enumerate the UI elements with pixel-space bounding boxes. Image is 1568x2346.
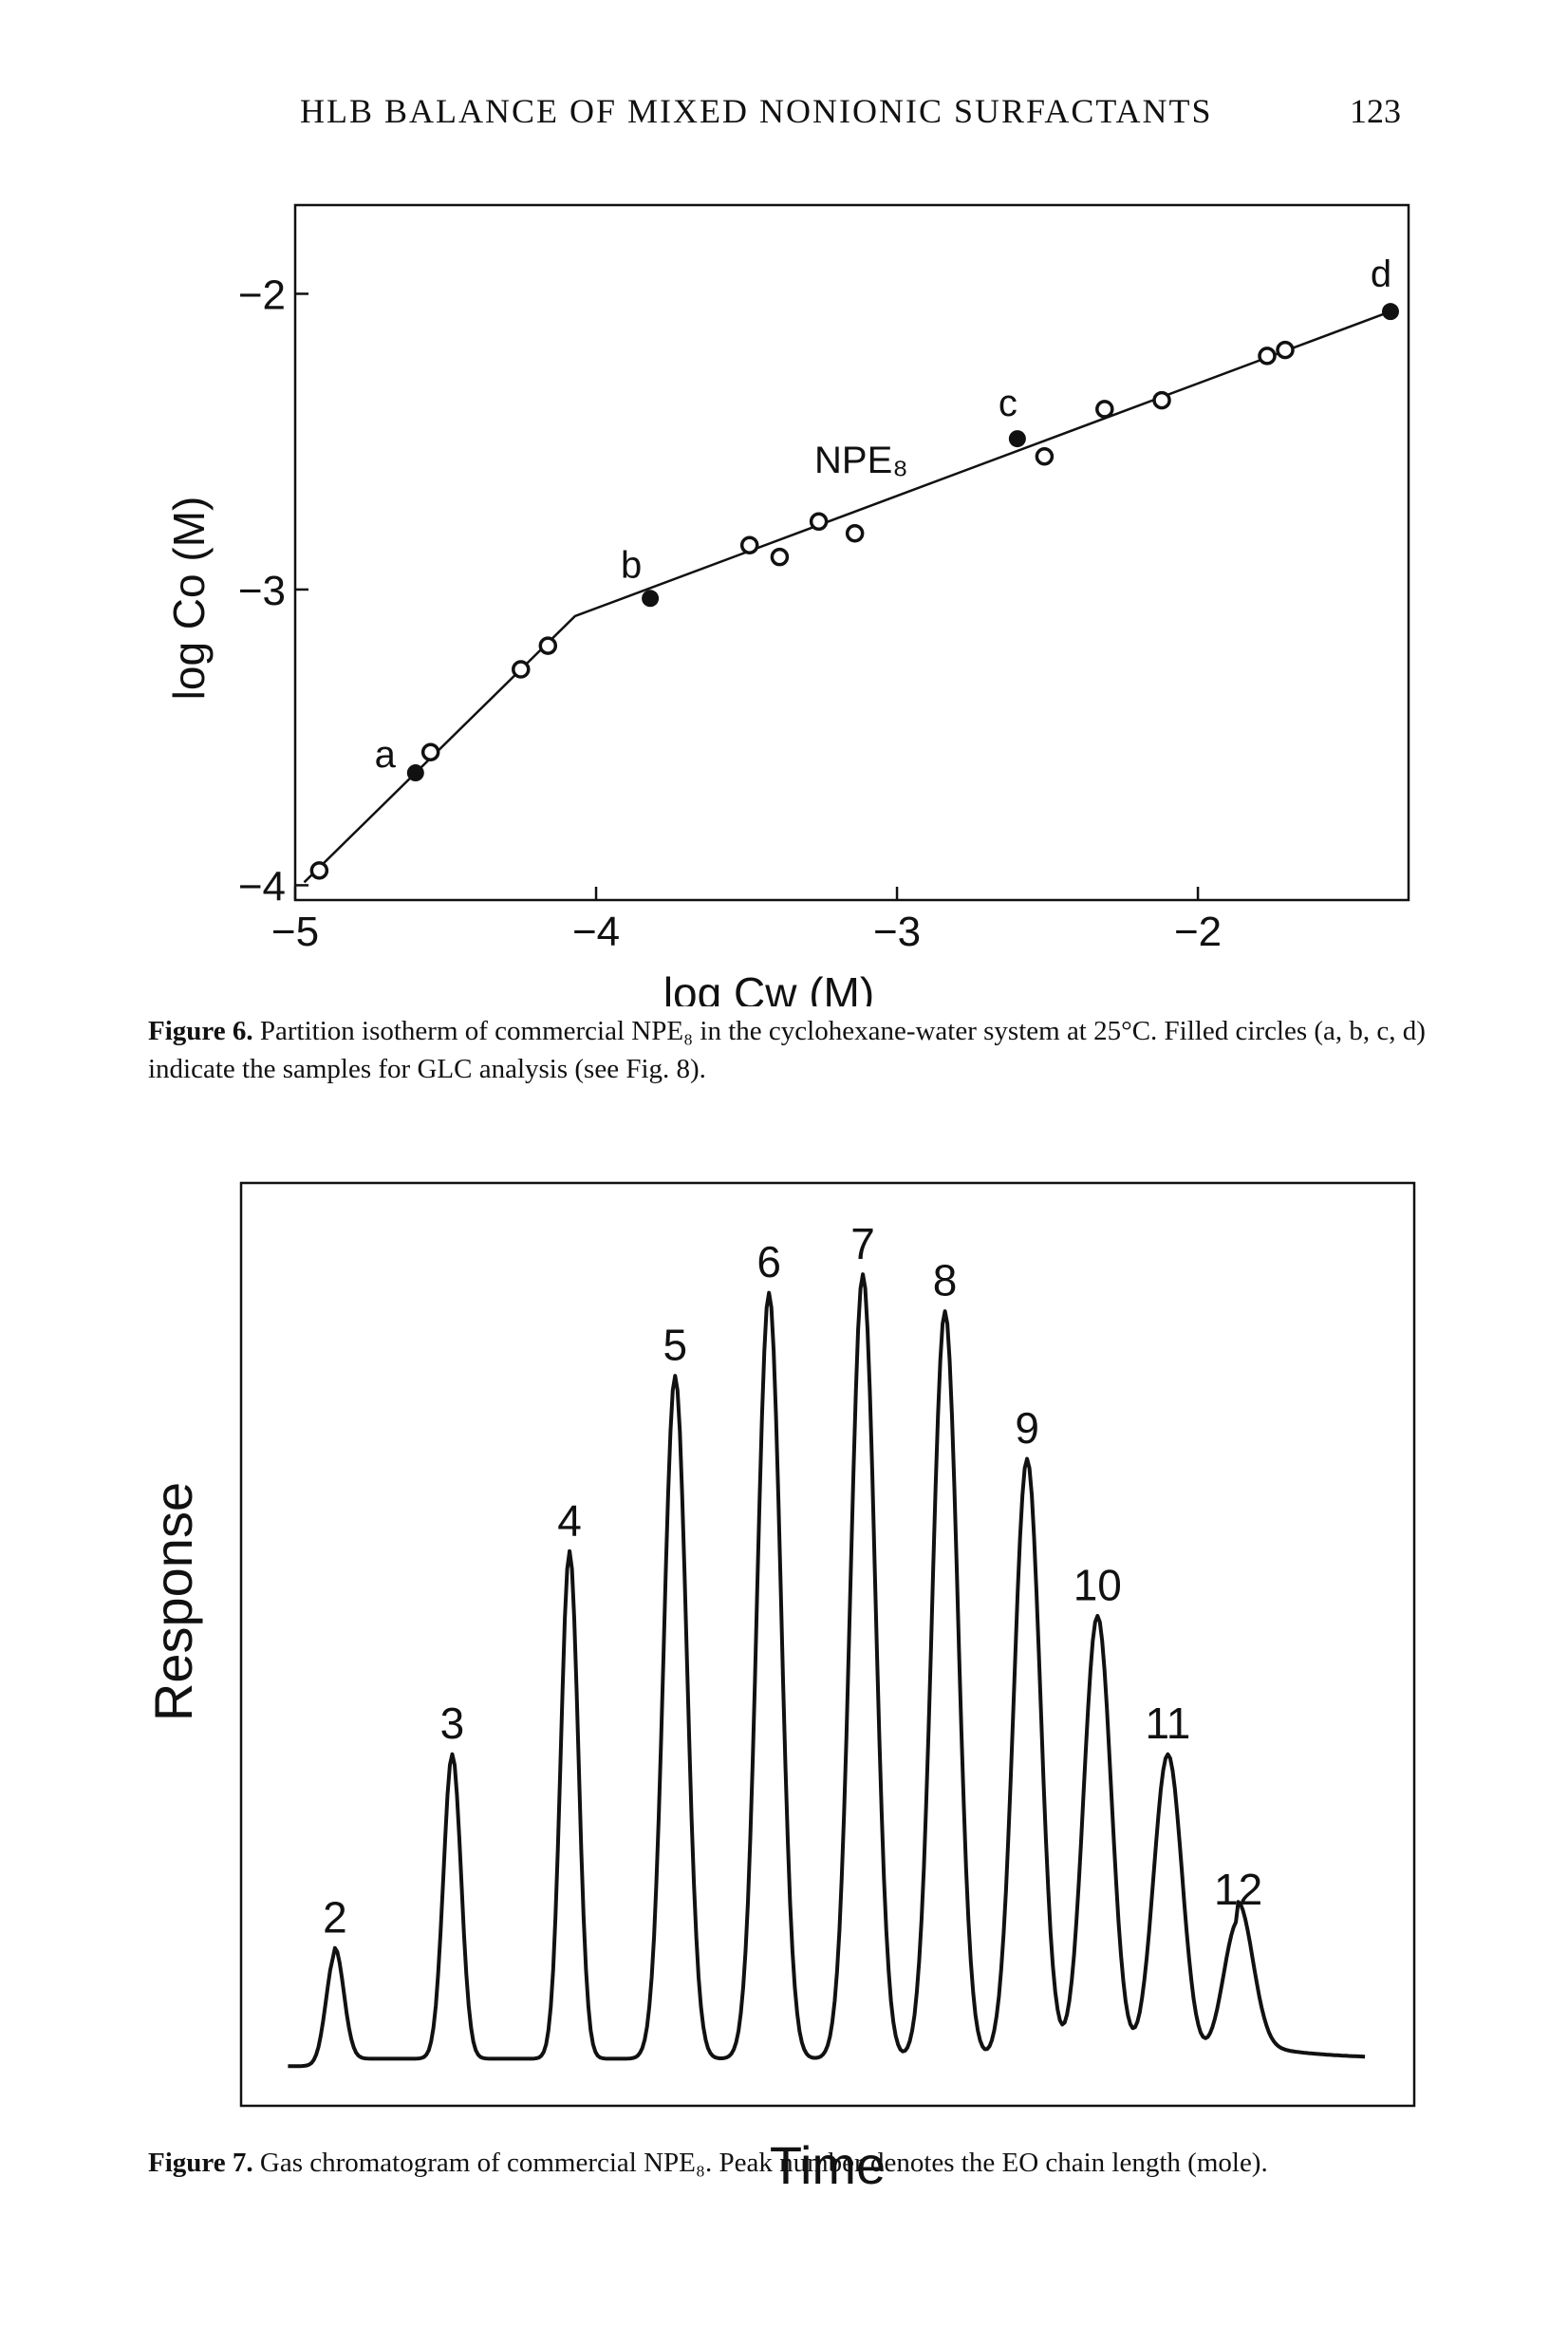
fig6-fit-line (303, 310, 1391, 884)
page-number: 123 (1350, 92, 1401, 130)
fig6-filled-point (1008, 430, 1026, 448)
fig6-open-point (309, 861, 329, 880)
fig6-y-tick-label: −4 (238, 863, 286, 910)
fig6-open-point (1152, 390, 1171, 410)
fig7-y-axis-label: Response (143, 1482, 203, 1721)
fig7-peak-label: 11 (1146, 1699, 1191, 1748)
fig6-point-labels: a b c d (375, 253, 1391, 776)
fig6-x-tick-label: −5 (271, 909, 319, 955)
fig6-open-point (1258, 347, 1277, 366)
fig6-y-axis-label: log Co (M) (164, 497, 214, 701)
fig6-x-tick-label: −2 (1174, 909, 1222, 955)
fig6-open-point (809, 512, 829, 532)
fig6-open-point (770, 547, 790, 567)
fig6-filled-point (406, 764, 424, 782)
fig6-point-label: c (999, 383, 1017, 424)
fig7-peak-label: 5 (663, 1321, 688, 1370)
fig6-open-point (1035, 447, 1055, 466)
running-header: HLB BALANCE OF MIXED NONIONIC SURFACTANT… (0, 91, 1568, 139)
fig6-open-point (1276, 340, 1295, 360)
fig6-open-point (538, 636, 558, 655)
figure-6-caption: Figure 6. Partition isotherm of commerci… (148, 1012, 1429, 1088)
fig6-filled-points (406, 303, 1399, 782)
fig6-x-axis-label: log Cw (M) (663, 968, 874, 1006)
fig6-open-point (739, 535, 759, 554)
figure-7-caption: Figure 7. Gas chromatogram of commercial… (148, 2144, 1458, 2182)
fig6-plot-frame (293, 203, 1410, 902)
fig7-caption-label: Figure 7. (148, 2148, 253, 2178)
fig6-caption-label: Figure 6. (148, 1016, 253, 1046)
fig7-peak-label: 12 (1214, 1865, 1262, 1914)
fig6-caption-text: Partition isotherm of commercial NPE₈ in… (148, 1016, 1426, 1084)
fig7-peak-label: 3 (440, 1699, 465, 1748)
fig6-open-point (845, 524, 865, 543)
fig7-caption-text: Gas chromatogram of commercial NPE₈. Pea… (259, 2148, 1268, 2178)
fig6-ticks (293, 292, 1200, 900)
fig6-open-points (309, 340, 1295, 880)
fig6-point-label: b (621, 544, 642, 586)
fig7-peak-label: 4 (557, 1495, 582, 1545)
fig6-open-point (512, 660, 531, 679)
fig7-peak-labels: 2 3 4 5 6 7 8 9 10 11 12 (323, 1219, 1262, 1942)
fig7-peak-label: 7 (850, 1219, 875, 1268)
fig6-open-point (1095, 400, 1114, 419)
fig6-point-label: d (1371, 253, 1391, 295)
fig6-open-point (420, 742, 440, 762)
fig6-filled-point (642, 590, 660, 608)
fig7-peak-label: 8 (933, 1256, 958, 1305)
fig6-y-tick-label: −2 (238, 272, 286, 318)
fig6-series-label: NPE₈ (814, 440, 908, 481)
fig6-x-tick-label: −3 (873, 909, 921, 955)
fig7-plot-frame (239, 1181, 1416, 2108)
fig6-x-tick-label: −4 (572, 909, 620, 955)
running-title: HLB BALANCE OF MIXED NONIONIC SURFACTANT… (300, 92, 1213, 130)
fig6-point-label: a (375, 734, 397, 776)
fig7-peak-label: 10 (1073, 1560, 1122, 1609)
fig7-chromatogram-trace (288, 1272, 1366, 2069)
fig6-tick-labels: −5 −4 −3 −2−2−3−4 (238, 272, 1222, 955)
fig7-peak-label: 2 (323, 1892, 347, 1942)
fig6-filled-point (1381, 303, 1399, 321)
fig7-peak-label: 6 (756, 1237, 781, 1286)
fig7-x-axis-label: Time (770, 2135, 886, 2195)
fig6-y-tick-label: −3 (238, 568, 286, 614)
fig7-peak-label: 9 (1015, 1403, 1039, 1453)
